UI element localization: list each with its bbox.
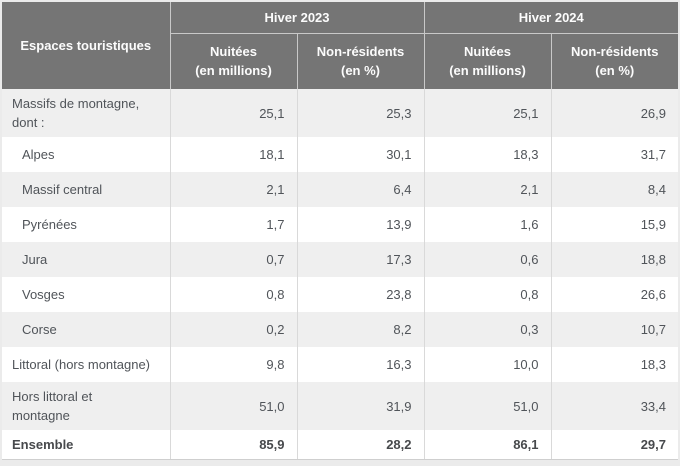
column-header-title: Non-résidents [571, 43, 659, 59]
table-row-hors-littoral-et-montagne: Hors littoral et montagne 51,0 31,9 51,0… [2, 382, 678, 430]
cell-value: 18,3 [423, 137, 551, 172]
cell-value: 0,3 [423, 312, 551, 347]
row-label: Jura [2, 242, 170, 277]
column-header-unit: (en millions) [449, 62, 526, 78]
cell-value: 0,8 [423, 277, 551, 312]
column-header-title: Non-résidents [316, 43, 405, 59]
cell-value: 1,7 [169, 207, 297, 242]
cell-value: 9,8 [169, 347, 297, 382]
column-header-unit: (en %) [595, 62, 635, 78]
cell-value: 25,1 [169, 89, 297, 137]
row-label: Pyrénées [2, 207, 170, 242]
table-row-corse: Corse 0,2 8,2 0,3 10,7 [2, 312, 678, 347]
row-label: Ensemble [2, 430, 170, 460]
cell-value: 10,0 [423, 347, 551, 382]
column-group-hiver-2024: Hiver 2024 [423, 2, 678, 34]
cell-value: 85,9 [169, 430, 297, 460]
column-header-title: Nuitées [464, 43, 511, 59]
column-header-non-residents-2024: Non-résidents (en %) [550, 33, 678, 89]
cell-value: 33,4 [550, 382, 678, 430]
cell-value: 26,6 [550, 277, 678, 312]
cell-value: 18,1 [169, 137, 297, 172]
cell-value: 16,3 [296, 347, 424, 382]
table-row-massif-central: Massif central 2,1 6,4 2,1 8,4 [2, 172, 678, 207]
column-header-unit: (en millions) [195, 62, 272, 78]
table-row-ensemble: Ensemble 85,9 28,2 86,1 29,7 [2, 430, 678, 460]
table-body: Massifs de montagne, dont : 25,1 25,3 25… [2, 89, 678, 460]
cell-value: 86,1 [423, 430, 551, 460]
cell-value: 6,4 [296, 172, 424, 207]
cell-value: 15,9 [550, 207, 678, 242]
cell-value: 51,0 [169, 382, 297, 430]
cell-value: 18,3 [550, 347, 678, 382]
cell-value: 0,8 [169, 277, 297, 312]
row-label: Alpes [2, 137, 170, 172]
table-header: Espaces touristiques Hiver 2023 Hiver 20… [2, 2, 678, 89]
tourism-nights-table: Espaces touristiques Hiver 2023 Hiver 20… [2, 2, 678, 460]
table-row-jura: Jura 0,7 17,3 0,6 18,8 [2, 242, 678, 277]
cell-value: 2,1 [169, 172, 297, 207]
cell-value: 31,9 [296, 382, 424, 430]
column-header-nuitees-2024: Nuitées (en millions) [423, 33, 551, 89]
table-container: Espaces touristiques Hiver 2023 Hiver 20… [2, 2, 678, 460]
cell-value: 0,6 [423, 242, 551, 277]
cell-value: 23,8 [296, 277, 424, 312]
row-label: Corse [2, 312, 170, 347]
column-header-espaces-touristiques: Espaces touristiques [2, 2, 171, 89]
cell-value: 0,2 [169, 312, 297, 347]
cell-value: 26,9 [550, 89, 678, 137]
cell-value: 1,6 [423, 207, 551, 242]
table-row-pyrenees: Pyrénées 1,7 13,9 1,6 15,9 [2, 207, 678, 242]
row-label: Massifs de montagne, dont : [2, 89, 170, 137]
column-header-title: Nuitées [210, 43, 257, 59]
column-header-nuitees-2023: Nuitées (en millions) [169, 33, 297, 89]
column-header-unit: (en %) [341, 62, 380, 78]
row-label: Massif central [2, 172, 170, 207]
cell-value: 18,8 [550, 242, 678, 277]
cell-value: 51,0 [423, 382, 551, 430]
cell-value: 25,1 [423, 89, 551, 137]
cell-value: 30,1 [296, 137, 424, 172]
column-group-hiver-2023: Hiver 2023 [169, 2, 424, 34]
table-row-massifs-de-montagne: Massifs de montagne, dont : 25,1 25,3 25… [2, 89, 678, 137]
cell-value: 0,7 [169, 242, 297, 277]
table-row-vosges: Vosges 0,8 23,8 0,8 26,6 [2, 277, 678, 312]
cell-value: 10,7 [550, 312, 678, 347]
column-header-non-residents-2023: Non-résidents (en %) [296, 33, 424, 89]
row-label: Littoral (hors montagne) [2, 347, 170, 382]
table-row-littoral: Littoral (hors montagne) 9,8 16,3 10,0 1… [2, 347, 678, 382]
cell-value: 2,1 [423, 172, 551, 207]
cell-value: 13,9 [296, 207, 424, 242]
row-label: Hors littoral et montagne [2, 382, 170, 430]
cell-value: 25,3 [296, 89, 424, 137]
row-label: Vosges [2, 277, 170, 312]
cell-value: 31,7 [550, 137, 678, 172]
cell-value: 8,4 [550, 172, 678, 207]
cell-value: 28,2 [296, 430, 424, 460]
cell-value: 17,3 [296, 242, 424, 277]
table-row-alpes: Alpes 18,1 30,1 18,3 31,7 [2, 137, 678, 172]
cell-value: 29,7 [550, 430, 678, 460]
cell-value: 8,2 [296, 312, 424, 347]
